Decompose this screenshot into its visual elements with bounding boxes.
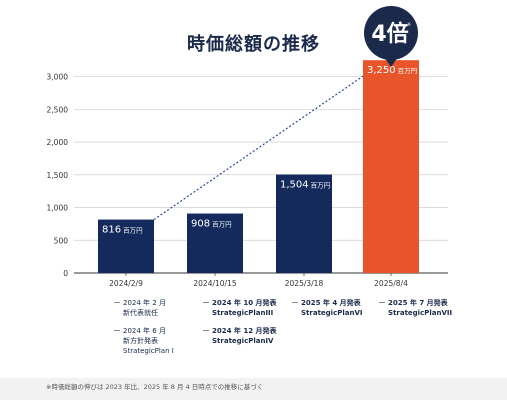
y-tick-label: 0 bbox=[63, 269, 68, 278]
y-tick-label: 3,000 bbox=[47, 73, 69, 82]
footnote: ※時価総額の伸びは 2023 年比、2025 年 8 月 4 日時点での推移に基… bbox=[0, 378, 507, 400]
bar bbox=[98, 219, 154, 273]
bar bbox=[276, 174, 332, 273]
bar-value-label: 1,504 百万円 bbox=[280, 180, 330, 191]
x-tick-label: 2025/8/4 bbox=[374, 279, 408, 288]
badge-text: 4倍 bbox=[371, 21, 408, 47]
y-tick-label: 1,500 bbox=[47, 171, 69, 180]
event-line: 2025 年 7 月発表 bbox=[388, 299, 448, 307]
event-line: 2024 年 10 月発表 bbox=[212, 299, 277, 307]
event-line: StrategicPlanIV bbox=[212, 337, 274, 345]
event-line: StrategicPlanVII bbox=[388, 309, 453, 317]
y-tick-label: 500 bbox=[54, 236, 69, 245]
event-item: 2024 年 2 月新代表就任 bbox=[114, 298, 174, 318]
y-tick-label: 2,500 bbox=[47, 105, 69, 114]
x-tick-label: 2024/2/9 bbox=[109, 279, 143, 288]
event-item: 2025 年 4 月発表 StrategicPlanVI bbox=[292, 298, 362, 318]
event-line: 2024 年 12 月発表 bbox=[212, 327, 277, 335]
event-column: 2024 年 10 月発表 StrategicPlanIII 2024 年 12 月… bbox=[203, 298, 277, 354]
event-line: 新代表就任 bbox=[123, 309, 158, 317]
event-line: 新方針発表 bbox=[123, 337, 158, 345]
event-line: 2025 年 4 月発表 bbox=[301, 299, 361, 307]
event-column: 2025 年 4 月発表 StrategicPlanVI bbox=[292, 298, 362, 326]
x-tick-label: 2025/3/18 bbox=[285, 279, 324, 288]
event-line: 2024 年 6 月 bbox=[123, 327, 166, 335]
badge-circle bbox=[364, 6, 418, 60]
y-tick-label: 2,000 bbox=[47, 138, 69, 147]
chart-title: 時価総額の推移 bbox=[187, 34, 320, 55]
event-line: 2024 年 2 月 bbox=[123, 299, 166, 307]
bar-value-label: 908 百万円 bbox=[191, 219, 232, 230]
event-column: 2024 年 2 月新代表就任 2024 年 6 月新方針発表 StrategicP… bbox=[114, 298, 174, 364]
event-item: 2024 年 10 月発表 StrategicPlanIII bbox=[203, 298, 277, 318]
y-tick-label: 1,000 bbox=[47, 204, 69, 213]
event-column: 2025 年 7 月発表 StrategicPlanVII bbox=[379, 298, 452, 326]
event-line: StrategicPlanVI bbox=[301, 309, 363, 317]
bar bbox=[187, 213, 243, 273]
badge-mark: ※ bbox=[407, 22, 411, 28]
event-line: StrategicPlanIII bbox=[212, 309, 274, 317]
bar-value-label: 3,250 百万円 bbox=[367, 65, 417, 76]
event-line: StrategicPlan I bbox=[123, 347, 174, 355]
bar bbox=[363, 60, 419, 274]
event-item: 2025 年 7 月発表 StrategicPlanVII bbox=[379, 298, 452, 318]
x-tick-label: 2024/10/15 bbox=[193, 279, 236, 288]
bar-value-label: 816 百万円 bbox=[102, 225, 143, 236]
event-item: 2024 年 6 月新方針発表 StrategicPlan I bbox=[114, 326, 174, 356]
event-item: 2024 年 12 月発表 StrategicPlanIV bbox=[203, 326, 277, 346]
